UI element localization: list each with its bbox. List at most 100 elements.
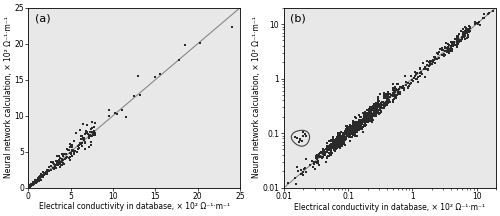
- Point: [449, 44, 457, 48]
- Point: [462, 37, 469, 41]
- Point: [25, 186, 33, 189]
- Point: [26, 184, 34, 188]
- Point: [24, 186, 32, 189]
- Point: [24, 185, 32, 189]
- Point: [453, 36, 461, 39]
- Point: [26, 184, 34, 188]
- Point: [442, 47, 450, 50]
- Point: [348, 127, 356, 130]
- Point: [26, 185, 34, 188]
- Point: [27, 184, 35, 187]
- Point: [26, 185, 34, 188]
- Point: [58, 152, 66, 156]
- Point: [450, 37, 458, 40]
- Point: [24, 186, 32, 189]
- Point: [25, 186, 33, 189]
- Point: [36, 175, 44, 179]
- Point: [384, 97, 392, 101]
- Point: [26, 185, 34, 189]
- Point: [26, 185, 34, 188]
- Point: [68, 145, 76, 149]
- Point: [362, 118, 370, 122]
- Point: [366, 113, 374, 116]
- Point: [376, 103, 384, 107]
- Point: [26, 183, 34, 187]
- Point: [412, 77, 420, 81]
- Point: [392, 87, 400, 91]
- Point: [24, 186, 32, 189]
- Point: [455, 32, 463, 36]
- Point: [390, 101, 398, 104]
- Point: [26, 185, 34, 188]
- Point: [29, 182, 37, 186]
- Point: [342, 129, 350, 132]
- Point: [334, 131, 342, 135]
- Point: [25, 185, 33, 189]
- Point: [426, 61, 434, 64]
- Point: [360, 121, 368, 124]
- Point: [25, 185, 33, 189]
- Point: [351, 127, 359, 130]
- Point: [25, 185, 33, 189]
- Point: [26, 184, 34, 188]
- Point: [25, 186, 33, 189]
- Point: [323, 149, 331, 152]
- Point: [52, 159, 60, 162]
- Point: [366, 120, 374, 123]
- Point: [111, 112, 119, 115]
- Point: [456, 38, 464, 42]
- Point: [26, 185, 34, 189]
- Point: [25, 185, 33, 189]
- Point: [342, 133, 349, 136]
- Point: [332, 142, 340, 146]
- Point: [25, 185, 33, 189]
- Point: [26, 185, 34, 188]
- Point: [26, 185, 34, 188]
- Point: [24, 186, 32, 189]
- Point: [416, 71, 424, 75]
- Point: [56, 163, 64, 166]
- Point: [25, 185, 33, 189]
- Point: [376, 93, 384, 96]
- Point: [370, 114, 378, 118]
- Point: [336, 135, 344, 139]
- Point: [332, 142, 340, 145]
- Point: [55, 160, 63, 164]
- Point: [313, 157, 321, 161]
- Point: [352, 122, 360, 126]
- Point: [24, 186, 32, 189]
- Point: [24, 186, 32, 189]
- Point: [27, 183, 35, 187]
- Point: [425, 60, 433, 63]
- Point: [335, 140, 343, 143]
- Point: [24, 186, 32, 189]
- Point: [328, 143, 336, 146]
- Point: [416, 68, 424, 71]
- Point: [26, 185, 34, 188]
- Point: [384, 98, 392, 102]
- Point: [372, 108, 380, 111]
- Point: [26, 185, 34, 189]
- Point: [440, 54, 448, 58]
- Point: [302, 171, 310, 174]
- Point: [462, 29, 470, 32]
- Point: [367, 115, 375, 119]
- Point: [390, 97, 398, 101]
- Point: [28, 183, 36, 187]
- Point: [392, 96, 400, 99]
- Point: [454, 35, 462, 38]
- Point: [447, 41, 455, 44]
- Point: [342, 132, 350, 135]
- Point: [300, 133, 308, 136]
- Point: [25, 185, 33, 189]
- Point: [25, 185, 33, 189]
- Point: [441, 46, 449, 50]
- Point: [74, 145, 82, 148]
- Point: [336, 137, 344, 140]
- Point: [337, 135, 345, 138]
- Point: [358, 127, 366, 131]
- Point: [26, 184, 34, 188]
- Point: [26, 184, 34, 188]
- Point: [47, 169, 55, 172]
- Point: [339, 141, 347, 145]
